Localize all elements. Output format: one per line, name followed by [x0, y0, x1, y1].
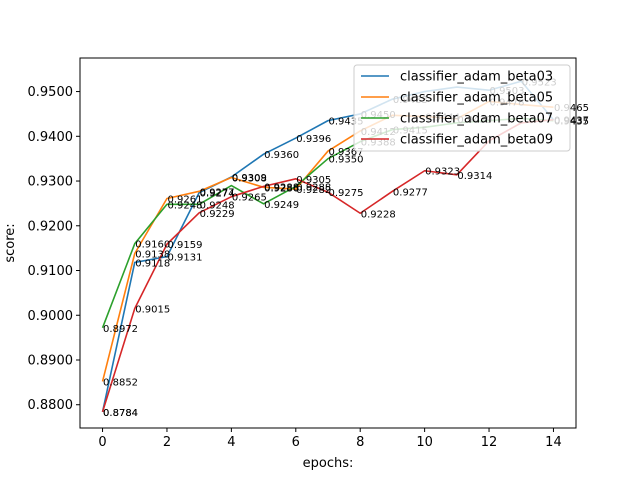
data-label: 0.9274 — [200, 189, 235, 200]
x-tick-label: 8 — [356, 435, 364, 450]
data-label: 0.9277 — [200, 187, 235, 198]
legend-label: classifier_adam_beta05 — [400, 91, 553, 106]
data-label: 0.9435 — [554, 117, 589, 128]
data-label: 0.8852 — [103, 377, 138, 388]
x-tick-label: 2 — [163, 435, 171, 450]
data-label: 0.9248 — [167, 200, 202, 211]
x-tick-label: 14 — [545, 435, 562, 450]
legend-label: classifier_adam_beta03 — [400, 70, 553, 85]
data-label: 0.9261 — [167, 194, 202, 205]
data-label: 0.9308 — [232, 173, 267, 184]
x-tick-label: 12 — [481, 435, 498, 450]
data-label: 0.9228 — [361, 209, 396, 220]
data-label: 0.9465 — [554, 103, 589, 114]
y-tick-label: 0.8900 — [28, 353, 74, 368]
data-label: 0.9350 — [329, 155, 364, 166]
legend-label: classifier_adam_beta09 — [400, 133, 553, 148]
data-label: 0.9015 — [135, 305, 170, 316]
data-label: 0.9314 — [457, 171, 492, 182]
data-label: 0.9309 — [232, 173, 267, 184]
data-label: 0.9275 — [329, 188, 364, 199]
x-tick-label: 4 — [227, 435, 235, 450]
x-tick-label: 6 — [292, 435, 300, 450]
axes-frame — [79, 57, 577, 429]
legend: classifier_adam_beta03 classifier_adam_be… — [353, 64, 571, 152]
axis-ticks: 0 2 4 6 8 10 12 14 0.8800 0.8900 0.9000 0.9100 0.920… — [28, 85, 562, 450]
series-line-3 — [101, 118, 554, 413]
data-label: 0.9305 — [296, 175, 331, 186]
data-label: 0.9367 — [329, 147, 364, 158]
data-label: 0.9118 — [135, 258, 170, 269]
data-label: 0.9288 — [264, 182, 299, 193]
data-label: 0.9323 — [425, 167, 460, 178]
legend-box — [353, 64, 571, 152]
data-label: 0.9131 — [167, 253, 202, 264]
data-label: 0.9265 — [232, 193, 267, 204]
data-label: 0.9248 — [200, 200, 235, 211]
data-label: 0.9437 — [554, 116, 589, 127]
y-tick-label: 0.9500 — [28, 85, 74, 100]
y-tick-label: 0.9000 — [28, 309, 74, 324]
data-label: 0.9435 — [329, 117, 364, 128]
data-label: 0.8784 — [103, 408, 138, 419]
data-label: 0.9159 — [167, 240, 202, 251]
y-tick-label: 0.9200 — [28, 219, 74, 234]
data-label: 0.9288 — [296, 182, 331, 193]
y-tick-label: 0.8800 — [28, 398, 74, 413]
data-label: 0.9286 — [264, 183, 299, 194]
data-label: 0.9160 — [135, 240, 170, 251]
x-tick-label: 10 — [416, 435, 433, 450]
data-label: 0.9138 — [135, 250, 170, 261]
data-label: 0.8972 — [103, 324, 138, 335]
data-label: 0.9360 — [264, 150, 299, 161]
legend-label: classifier_adam_beta07 — [400, 112, 553, 127]
data-label: 0.9229 — [200, 209, 235, 220]
data-label: 0.9249 — [264, 200, 299, 211]
data-label: 0.9282 — [296, 185, 331, 196]
x-tick-label: 0 — [98, 435, 106, 450]
y-tick-label: 0.9400 — [28, 130, 74, 145]
x-axis-title: epochs: — [303, 456, 354, 471]
data-label: 0.9396 — [296, 134, 331, 145]
y-tick-label: 0.9100 — [28, 264, 74, 279]
y-tick-label: 0.9300 — [28, 175, 74, 190]
data-label: 0.9277 — [393, 187, 428, 198]
y-axis-title: score: — [3, 223, 18, 262]
data-label: 0.8784 — [103, 408, 138, 419]
